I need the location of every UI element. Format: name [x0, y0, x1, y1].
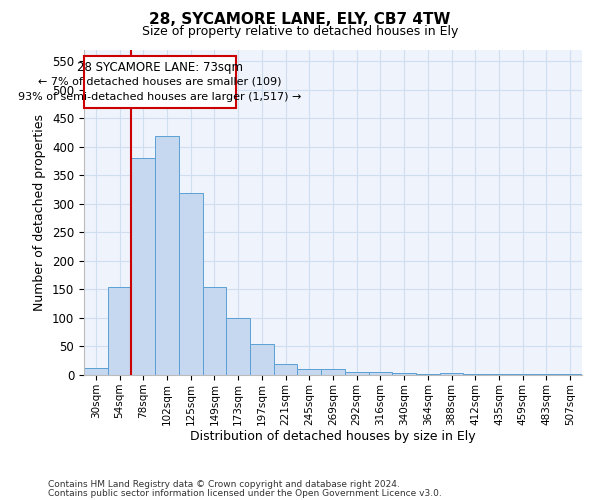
Bar [487, 374, 511, 375]
Bar [203, 286, 226, 375]
Y-axis label: Number of detached properties: Number of detached properties [34, 114, 46, 311]
Text: Contains public sector information licensed under the Open Government Licence v3: Contains public sector information licen… [48, 489, 442, 498]
Bar [108, 286, 131, 375]
Text: 93% of semi-detached houses are larger (1,517) →: 93% of semi-detached houses are larger (… [18, 92, 302, 102]
Bar [463, 374, 487, 375]
Bar [511, 374, 535, 375]
Bar [179, 192, 203, 375]
Bar [226, 318, 250, 375]
X-axis label: Distribution of detached houses by size in Ely: Distribution of detached houses by size … [190, 430, 476, 444]
Bar [298, 370, 321, 375]
Bar [416, 374, 440, 375]
Text: 28, SYCAMORE LANE, ELY, CB7 4TW: 28, SYCAMORE LANE, ELY, CB7 4TW [149, 12, 451, 28]
Bar [84, 368, 108, 375]
Bar [274, 364, 298, 375]
Bar [558, 374, 582, 375]
Bar [345, 372, 368, 375]
Bar [535, 374, 558, 375]
Bar [84, 56, 236, 108]
Text: Size of property relative to detached houses in Ely: Size of property relative to detached ho… [142, 25, 458, 38]
Bar [368, 372, 392, 375]
Text: ← 7% of detached houses are smaller (109): ← 7% of detached houses are smaller (109… [38, 77, 281, 87]
Bar [392, 374, 416, 375]
Bar [250, 344, 274, 375]
Text: 28 SYCAMORE LANE: 73sqm: 28 SYCAMORE LANE: 73sqm [77, 60, 243, 74]
Bar [131, 158, 155, 375]
Text: Contains HM Land Registry data © Crown copyright and database right 2024.: Contains HM Land Registry data © Crown c… [48, 480, 400, 489]
Bar [155, 136, 179, 375]
Bar [321, 370, 345, 375]
Bar [440, 374, 463, 375]
